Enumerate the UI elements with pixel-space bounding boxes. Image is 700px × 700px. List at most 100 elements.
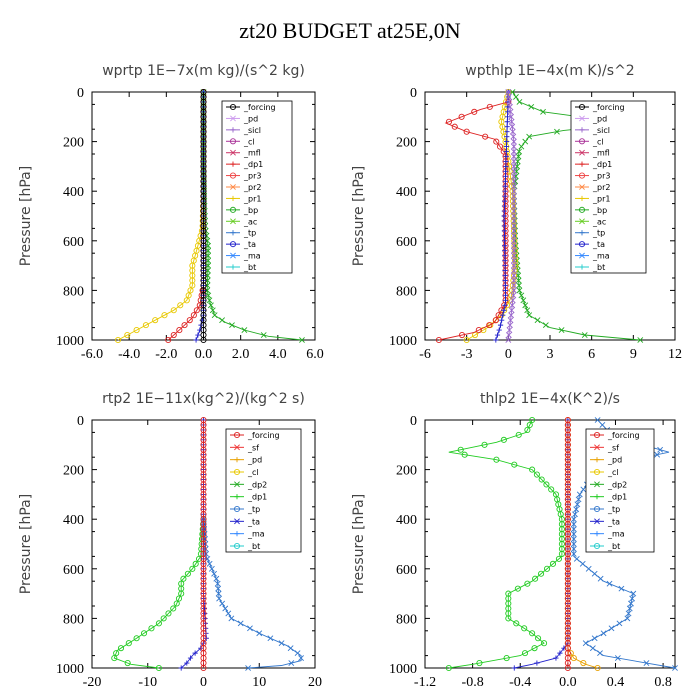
- data-point: [148, 625, 155, 632]
- data-point: [219, 317, 226, 324]
- data-point: [140, 630, 148, 637]
- data-point: [503, 655, 510, 662]
- x-tick-label: 0: [200, 675, 207, 690]
- y-tick-label: 800: [63, 284, 84, 299]
- data-point: [548, 486, 555, 493]
- data-point: [505, 109, 511, 115]
- data-point: [614, 655, 621, 661]
- data-point: [493, 456, 500, 463]
- data-point: [229, 322, 235, 329]
- data-point: [516, 99, 523, 105]
- data-point: [616, 620, 623, 627]
- series-line: [514, 420, 569, 669]
- data-point: [630, 590, 637, 597]
- data-point: [516, 287, 523, 294]
- data-point: [501, 218, 507, 224]
- legend-marker: [234, 531, 240, 537]
- legend-marker: [230, 195, 236, 202]
- data-point: [510, 252, 517, 259]
- data-point: [178, 665, 184, 671]
- data-point: [510, 188, 517, 195]
- data-point: [133, 635, 140, 642]
- data-point: [625, 610, 632, 617]
- data-point: [506, 99, 513, 105]
- data-point: [628, 600, 634, 607]
- data-point: [502, 302, 508, 308]
- legend-entry: _dp2: [607, 480, 627, 489]
- legend-marker: [234, 494, 240, 500]
- legend-marker: [234, 457, 240, 463]
- data-point: [504, 119, 510, 125]
- data-point: [189, 565, 196, 572]
- data-point: [508, 118, 515, 125]
- data-point: [170, 307, 177, 314]
- data-point: [516, 148, 523, 155]
- legend-entry: _cl: [592, 137, 604, 146]
- legend-entry: _forcing: [247, 431, 280, 440]
- data-point: [508, 312, 515, 319]
- data-point: [540, 640, 548, 647]
- data-point: [521, 650, 529, 657]
- legend-marker: [579, 264, 585, 270]
- data-point: [524, 580, 531, 587]
- data-point: [510, 237, 517, 244]
- y-tick-label: 0: [77, 86, 84, 101]
- x-tick-label: -6.0: [81, 347, 103, 362]
- data-point: [513, 620, 520, 627]
- data-point: [510, 203, 517, 209]
- data-point: [637, 337, 644, 343]
- x-tick-label: 0: [505, 347, 512, 362]
- data-point: [564, 664, 571, 672]
- data-point: [299, 337, 305, 343]
- data-point: [510, 277, 517, 284]
- data-point: [502, 193, 508, 199]
- series-forcing: [564, 416, 571, 672]
- data-point: [570, 546, 577, 552]
- legend-entry: _pr1: [592, 194, 610, 203]
- y-tick-label: 0: [410, 86, 417, 101]
- data-point: [155, 620, 162, 627]
- data-point: [165, 610, 172, 617]
- data-point: [160, 615, 167, 622]
- legend-marker: [578, 172, 586, 179]
- data-point: [654, 451, 661, 458]
- x-tick-label: -0.4: [509, 675, 531, 690]
- data-point: [193, 337, 199, 343]
- legend-marker: [579, 127, 585, 133]
- data-point: [178, 590, 185, 597]
- x-tick-label: -3: [461, 347, 473, 362]
- data-point: [510, 213, 517, 219]
- x-tick-label: 0.0: [559, 675, 577, 690]
- data-point: [505, 615, 512, 622]
- series-forcing: [200, 416, 207, 672]
- data-point: [509, 297, 516, 304]
- data-point: [211, 570, 218, 577]
- data-point: [508, 307, 515, 314]
- legend-marker: [230, 218, 236, 225]
- x-tick-label: 12: [668, 347, 682, 362]
- x-tick-label: 2.0: [232, 347, 250, 362]
- data-point: [573, 506, 580, 513]
- y-tick-label: 200: [396, 136, 417, 151]
- legend-marker: [229, 172, 237, 179]
- data-point: [543, 565, 551, 572]
- data-point: [211, 312, 218, 319]
- legend-entry: _pd: [247, 456, 262, 465]
- legend-entry: _pd: [243, 114, 258, 123]
- data-point: [133, 327, 140, 334]
- data-point: [581, 332, 588, 338]
- data-point: [502, 282, 508, 289]
- x-tick-label: 0.0: [195, 347, 213, 362]
- legend-marker: [593, 542, 601, 550]
- legend-marker: [594, 518, 600, 525]
- data-point: [502, 243, 508, 249]
- series-dp1: [435, 98, 512, 344]
- data-point: [170, 605, 177, 612]
- data-point: [510, 168, 517, 175]
- series-dp1: [445, 416, 565, 672]
- legend-marker: [229, 138, 237, 145]
- data-point: [624, 615, 631, 622]
- y-tick-label: 1000: [389, 662, 417, 677]
- data-point: [509, 302, 516, 309]
